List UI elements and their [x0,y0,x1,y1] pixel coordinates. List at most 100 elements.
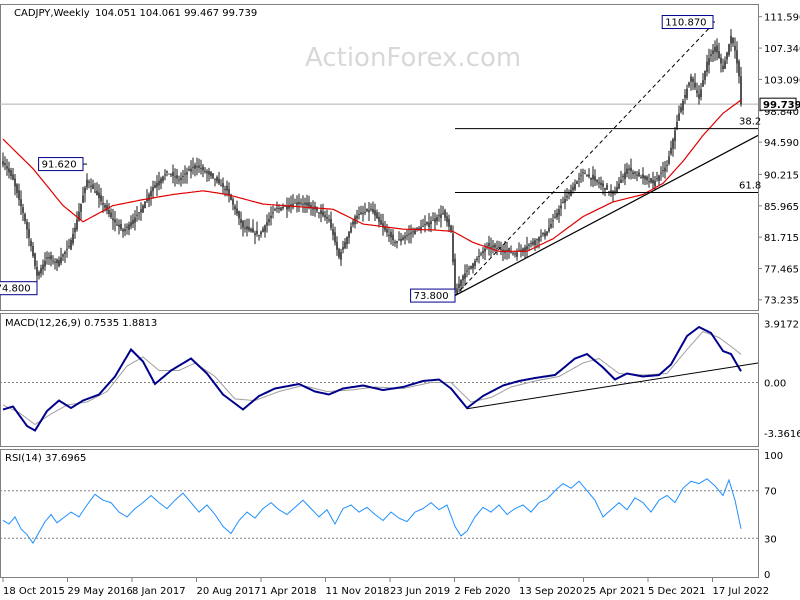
price-candle-body [638,172,640,177]
price-candle-body [462,275,464,281]
price-candle-body [558,209,560,216]
price-candle-body [566,195,568,198]
price-candle-body [52,260,54,262]
price-candle-body [28,229,30,238]
price-candle-body [596,179,598,183]
price-candle-body [70,239,72,250]
price-candle-body [160,178,162,184]
price-candle-body [352,221,354,225]
price-candle-body [154,184,156,188]
price-candle-body [356,215,358,219]
price-candle-body [172,171,174,177]
price-candle-body [296,202,298,206]
price-candle-body [104,205,106,208]
price-candle-body [130,222,132,227]
price-candle-body [496,247,498,249]
price-candle-body [174,176,176,178]
price-candle-body [26,221,28,230]
price-candle-body [60,257,62,264]
price-candle-body [30,240,32,247]
price-candle-body [236,208,238,214]
price-candle-body [420,227,422,231]
price-annotation-box [410,288,456,303]
fib-level-label: 61.8 [739,181,761,192]
price-candle-body [320,210,322,214]
price-candle-body [652,179,654,184]
price-candle-body [492,245,494,248]
rsi-panel-title: RSI(14) 37.6965 [5,453,86,464]
price-tick-label: 73.235 [764,296,799,307]
price-candle-body [66,248,68,250]
price-candle-body [274,209,276,211]
price-candle-body [400,238,402,242]
price-candle-body [568,193,570,195]
price-candle-body [322,211,324,216]
price-candle-body [116,224,118,226]
price-candle-body [540,235,542,237]
price-candle-body [694,82,696,88]
price-candle-body [396,241,398,243]
price-candle-body [138,212,140,214]
price-candle-body [406,235,408,237]
price-candle-body [408,233,410,235]
price-candle-body [20,199,22,207]
price-candle-body [42,264,44,270]
price-candle-body [552,220,554,222]
price-candle-body [152,187,154,192]
watermark: ActionForex.com [305,43,521,73]
price-candle-body [388,235,390,237]
price-candle-body [602,183,604,187]
price-candle-body [586,175,588,177]
price-candle-body [302,203,304,205]
macd-panel-title: MACD(12,26,9) 0.7535 1.8813 [5,318,157,329]
price-candle-body [128,224,130,230]
price-candle-body [500,248,502,250]
price-candle-body [476,258,478,260]
price-candle-body [278,208,280,210]
price-candle-body [452,233,454,262]
price-tick-label: 81.715 [764,233,799,244]
price-candle-body [570,190,572,197]
price-candle-body [220,185,222,187]
price-candle-body [206,171,208,174]
price-candle-body [630,167,632,172]
price-candle-body [2,161,4,165]
price-candle-body [410,232,412,235]
price-candle-body [404,236,406,239]
price-candle-body [664,167,666,172]
price-candle-body [266,222,268,226]
rsi-tick-label: 30 [764,534,777,545]
price-candle-body [242,221,244,228]
price-candle-body [428,222,430,228]
price-candle-body [528,244,530,246]
price-candle-body [16,184,18,194]
rsi-panel-frame [0,449,759,578]
price-candle-body [484,248,486,252]
price-candle-body [170,174,172,176]
price-candle-body [454,258,456,293]
price-candle-body [590,177,592,180]
price-candle-body [96,190,98,196]
price-candle-body [350,226,352,233]
time-tick-label: 1 Apr 2018 [261,586,316,597]
price-candle-body [680,107,682,112]
price-candle-body [374,210,376,216]
price-candle-body [436,217,438,222]
price-candle-body [556,212,558,218]
price-annotation-label: 91.620 [42,160,77,171]
price-candle-body [464,273,466,279]
price-candle-body [544,232,546,237]
price-candle-body [732,37,734,44]
price-candle-body [330,218,332,228]
price-candle-body [110,212,112,218]
price-candle-body [684,94,686,98]
price-annotation-label: 110.870 [665,18,706,29]
price-candle-body [300,202,302,204]
price-candle-body [698,93,700,99]
price-candle-body [290,204,292,206]
price-candle-body [730,35,732,44]
price-candle-body [12,174,14,180]
price-candle-body [696,90,698,94]
price-candle-body [460,279,462,287]
